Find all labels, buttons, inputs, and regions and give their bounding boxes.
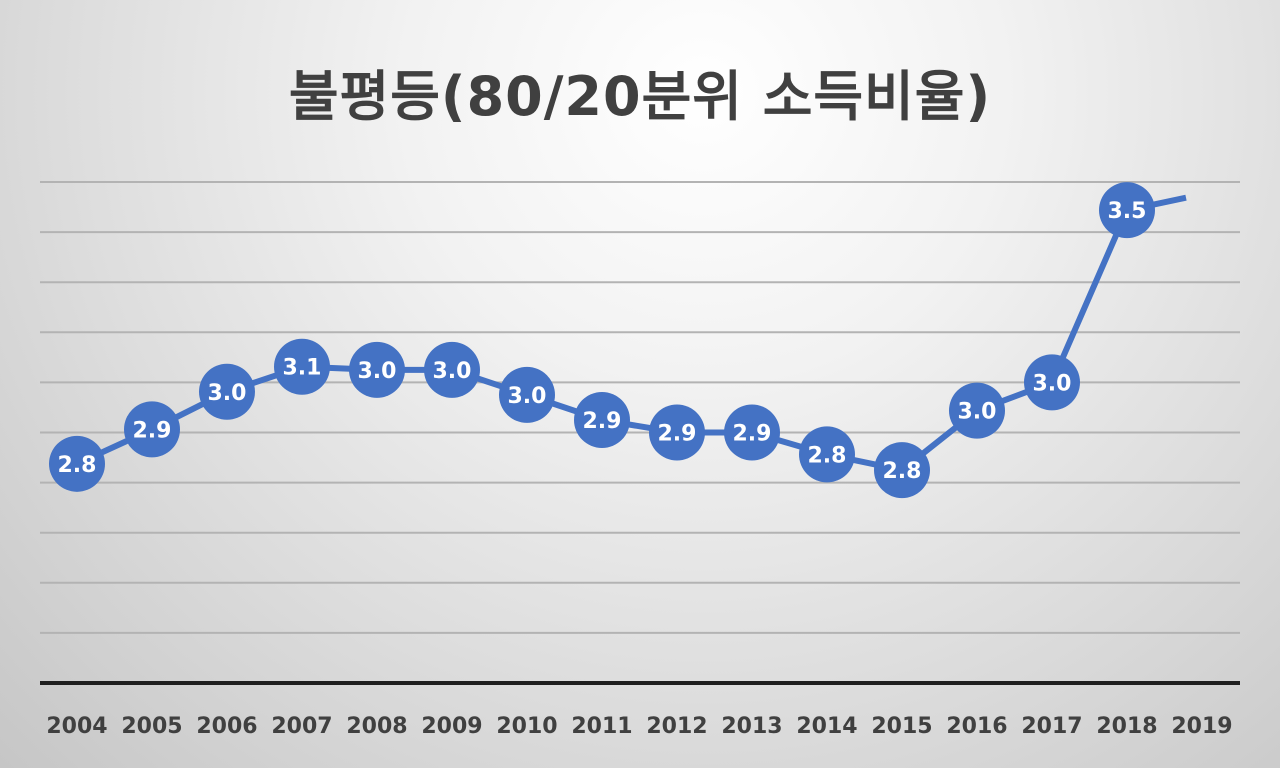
data-point-marker: [424, 341, 480, 398]
data-label: 3.0: [1033, 371, 1072, 396]
x-tick-label: 2019: [1171, 714, 1232, 739]
x-tick-label: 2005: [121, 714, 182, 739]
x-tick-label: 2016: [946, 714, 1007, 739]
x-tick-label: 2008: [346, 714, 407, 739]
data-point-marker: [799, 426, 855, 483]
data-label: 3.0: [958, 400, 997, 425]
data-label: 3.0: [508, 384, 547, 409]
x-tick-label: 2010: [496, 714, 557, 739]
data-point-marker: [574, 391, 630, 448]
data-label: 2.9: [658, 422, 697, 447]
data-label: 2.8: [883, 459, 922, 484]
x-tick-label: 2017: [1021, 714, 1082, 739]
x-tick-label: 2004: [46, 714, 107, 739]
x-tick-label: 2007: [271, 714, 332, 739]
series-line: [75, 194, 1187, 474]
chart-title: 불평등(80/20분위 소득비율): [288, 65, 992, 128]
x-tick-label: 2014: [796, 714, 857, 739]
data-point-marker: [949, 382, 1005, 439]
data-point-marker: [649, 404, 705, 461]
data-point-marker: [274, 338, 330, 395]
x-tick-label: 2018: [1096, 714, 1157, 739]
data-label: 2.9: [733, 422, 772, 447]
x-tick-label: 2013: [721, 714, 782, 739]
x-tick-label: 2009: [421, 714, 482, 739]
data-label: 3.5: [1108, 199, 1147, 224]
x-tick-label: 2011: [571, 714, 632, 739]
data-point-marker: [349, 341, 405, 398]
data-point-marker: [1099, 182, 1155, 239]
data-label: 2.9: [583, 409, 622, 434]
data-point-marker: [1024, 354, 1080, 411]
data-point-marker: [199, 363, 255, 420]
data-label: 3.0: [358, 359, 397, 384]
data-label: 2.8: [808, 443, 847, 468]
data-label: 2.8: [58, 453, 97, 478]
data-point-marker: [124, 401, 180, 458]
data-point-marker: [874, 442, 930, 499]
x-tick-label: 2006: [196, 714, 257, 739]
data-label: 3.0: [208, 381, 247, 406]
data-point-marker: [49, 435, 105, 492]
data-label: 3.1: [283, 356, 322, 381]
x-tick-label: 2015: [871, 714, 932, 739]
data-point-marker: [499, 366, 555, 423]
data-label: 2.9: [133, 418, 172, 443]
data-point-marker: [724, 404, 780, 461]
x-tick-label: 2012: [646, 714, 707, 739]
data-label: 3.0: [433, 359, 472, 384]
